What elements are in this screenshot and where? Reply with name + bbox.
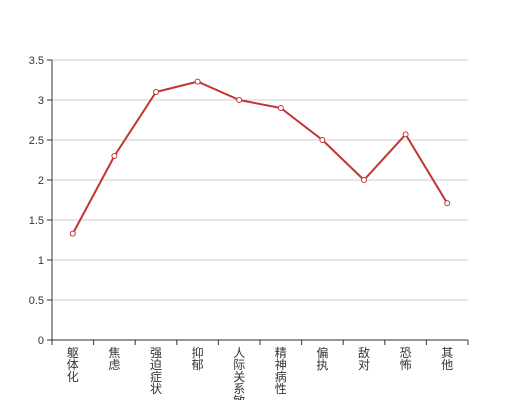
y-tick-label: 2.5 (29, 135, 44, 147)
y-tick-label: 0.5 (29, 295, 44, 307)
x-tick-label: 精神病性 (275, 346, 287, 396)
y-tick-label: 0 (38, 335, 44, 347)
data-point[interactable] (278, 106, 283, 111)
x-tick-label: 其他 (441, 346, 453, 372)
x-tick-label: 偏执 (316, 345, 328, 372)
y-tick-label: 1 (38, 255, 44, 267)
data-point[interactable] (362, 178, 367, 183)
x-tick-label: 恐怖 (400, 346, 412, 372)
y-tick-label: 3 (38, 95, 44, 107)
data-point[interactable] (70, 231, 75, 236)
x-tick-label: 人际关系敏感 (233, 346, 245, 400)
data-point[interactable] (445, 201, 450, 206)
data-point[interactable] (237, 98, 242, 103)
y-tick-label: 1.5 (29, 215, 44, 227)
series-line (73, 82, 447, 234)
y-tick-label: 3.5 (29, 55, 44, 67)
data-point[interactable] (112, 154, 117, 159)
x-tick-label: 抑郁 (192, 345, 204, 372)
data-point[interactable] (403, 132, 408, 137)
data-point[interactable] (320, 138, 325, 143)
x-tick-label: 敌对 (358, 345, 370, 372)
x-tick-label: 强迫症状 (150, 346, 162, 396)
y-tick-label: 2 (38, 175, 44, 187)
data-point[interactable] (195, 79, 200, 84)
x-tick-label: 焦虑 (108, 346, 120, 372)
data-point[interactable] (154, 90, 159, 95)
x-tick-label: 躯体化 (67, 345, 79, 384)
